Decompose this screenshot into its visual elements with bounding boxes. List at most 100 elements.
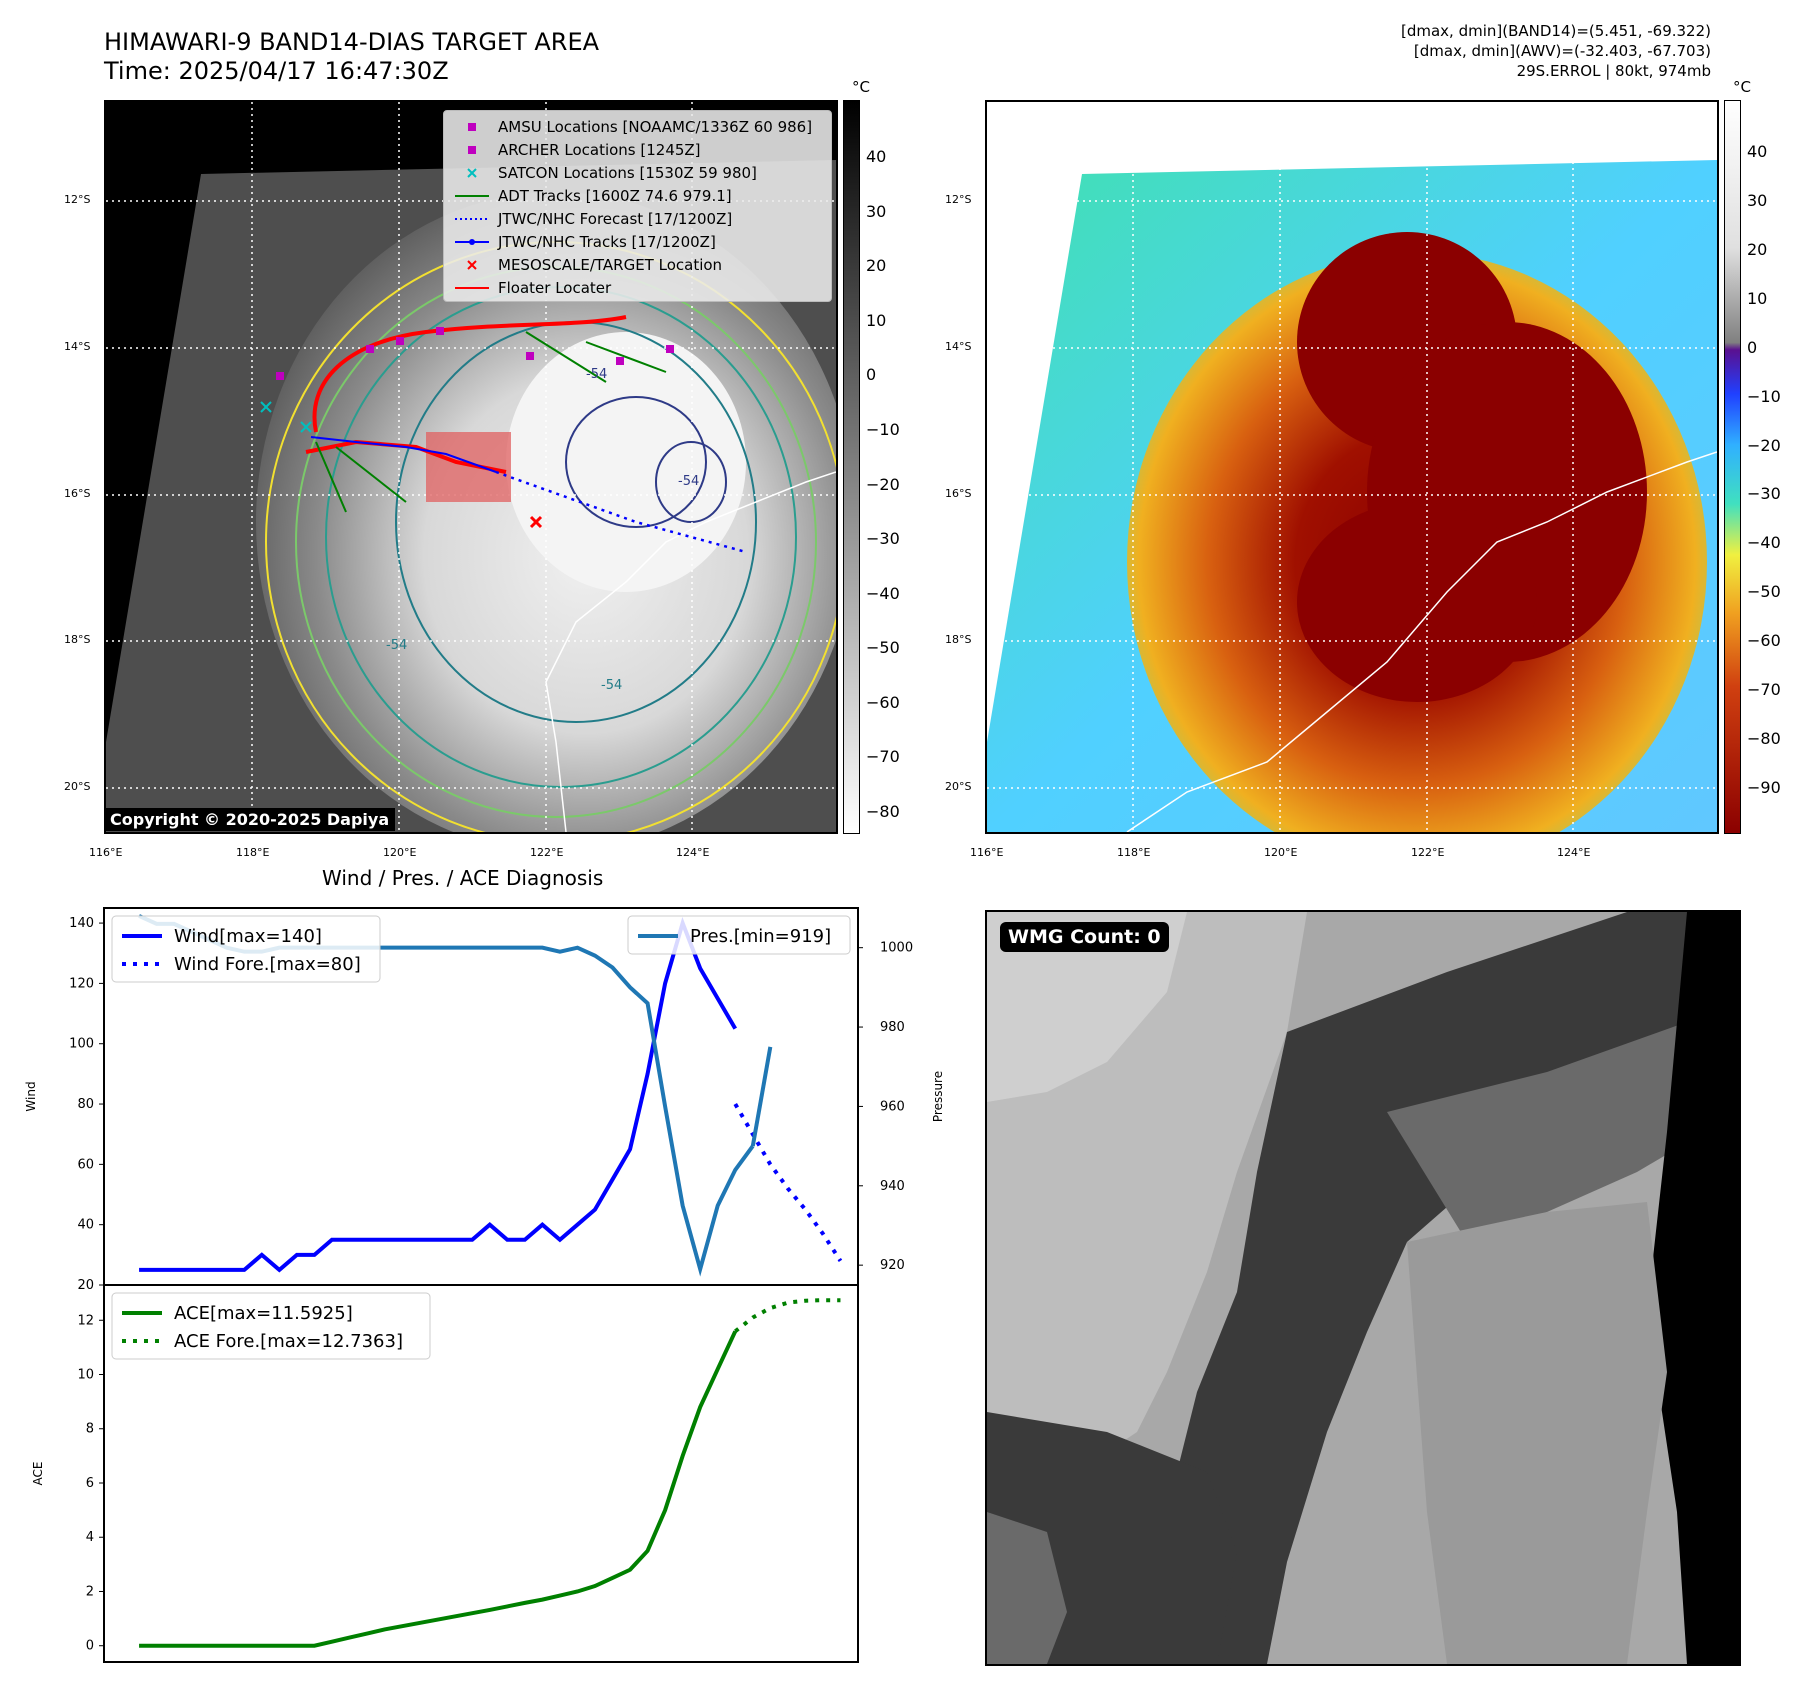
colorbar-tick: 10 [1747,288,1768,308]
legend-entry: JTWC/NHC Tracks [17/1200Z] [452,230,823,253]
colorbar-tick: 30 [866,201,887,221]
ir-color-map [985,100,1719,834]
colorbar-tick: −40 [866,583,900,603]
chart-legend-label: Wind[max=140] [174,926,322,947]
colorbar-tick: −50 [866,638,900,658]
colorbar-tick: −10 [1747,386,1781,406]
colorbar-tick: −90 [1747,778,1781,797]
diagnosis-chart: 20 40 60 80 100 120 140 920 940 960 980 1000 0 2 4 6 8 10… [24,907,945,1663]
legend-label: ADT Tracks [1600Z 74.6 979.1] [498,186,732,205]
lat-label: 20°S [945,780,972,793]
y2-tick-label: 1000 [880,941,913,956]
ace-tick-label: 4 [86,1530,94,1545]
legend-entry: AMSU Locations [NOAAMC/1336Z 60 986] [452,115,823,138]
chart-legend-box [111,1292,431,1360]
y2-tick-label: 920 [880,1258,905,1273]
lon-label: 118°E [236,846,270,859]
lon-label: 120°E [383,846,417,859]
ir-grayscale-map: -54 -54 -54 -54 AMSU Locations [NOAAMC/1… [104,100,838,834]
figure-time: Time: 2025/04/17 16:47:30Z [104,57,449,85]
y-tick-label: 20 [77,1278,94,1293]
diagnosis-title: Wind / Pres. / ACE Diagnosis [322,866,604,890]
lat-label: 18°S [64,633,91,646]
legend-entry: JTWC/NHC Forecast [17/1200Z] [452,207,823,230]
colorbar-tick: −70 [866,747,900,767]
colorbar-tick: −30 [866,529,900,549]
legend-label: AMSU Locations [NOAAMC/1336Z 60 986] [498,117,813,136]
color-enhanced-colorbar [1724,100,1741,834]
lat-label: 18°S [945,633,972,646]
contour-label: -54 [678,474,700,489]
info-storm-summary: 29S.ERROL | 80kt, 974mb [1516,62,1711,80]
colorbar-tick: −80 [1747,729,1781,749]
y2-tick-label: 960 [880,1099,905,1114]
legend-symbol-icon [452,193,492,199]
y-tick-label: 60 [77,1157,94,1172]
y2-tick-label: 980 [880,1020,905,1035]
lat-label: 12°S [64,193,91,206]
y-tick-label: 140 [69,916,94,931]
lat-label: 14°S [945,340,972,353]
lat-label: 16°S [64,487,91,500]
colorbar-tick: 20 [866,256,887,276]
wind-series-line [733,1103,843,1262]
ace-tick-label: 12 [77,1313,94,1328]
chart-legend-label: Wind Fore.[max=80] [174,954,361,975]
ace-tick-label: 0 [86,1639,94,1654]
legend-label: Floater Locater [498,278,612,297]
legend-label: JTWC/NHC Forecast [17/1200Z] [498,209,733,228]
lat-label: 16°S [945,487,972,500]
legend-entry: ARCHER Locations [1245Z] [452,138,823,161]
info-awv-range: [dmax, dmin](AWV)=(-32.403, -67.703) [1413,42,1711,60]
lon-label: 122°E [530,846,564,859]
chart-legend-box [627,915,851,955]
lon-label: 120°E [1264,846,1298,859]
y2-tick-label: 940 [880,1179,905,1194]
colorbar-tick: −70 [1747,680,1781,700]
colorbar-tick: −40 [1747,533,1781,553]
y-tick-label: 40 [77,1218,94,1233]
colorbar-tick: −20 [866,474,900,494]
legend-symbol-icon [452,121,492,133]
y-axis-label: Wind [24,1081,38,1111]
lon-label: 116°E [970,846,1004,859]
legend-label: SATCON Locations [1530Z 59 980] [498,163,757,182]
y2-axis-label: Pressure [931,1071,945,1122]
chart-legend-label: ACE[max=11.5925] [174,1303,353,1324]
colorbar-tick: −10 [866,419,900,439]
legend-label: MESOSCALE/TARGET Location [498,255,723,274]
ace-tick-label: 6 [86,1476,94,1491]
ace-tick-label: 10 [77,1368,94,1383]
colorbar-tick: −80 [866,802,900,821]
chart-legend-label: ACE Fore.[max=12.7363] [174,1331,403,1352]
legend-entry: MESOSCALE/TARGET Location [452,253,823,276]
legend-symbol-icon [452,259,492,271]
y-tick-label: 120 [69,976,94,991]
lon-label: 122°E [1411,846,1445,859]
colorbar-tick: −60 [1747,631,1781,651]
lon-label: 124°E [676,846,710,859]
legend-symbol-icon [452,144,492,156]
ace-tick-label: 8 [86,1422,94,1437]
colorbar-tick: 10 [866,310,887,330]
lat-label: 14°S [64,340,91,353]
legend-symbol-icon [452,167,492,179]
legend-entry: SATCON Locations [1530Z 59 980] [452,161,823,184]
ace-axis-label: ACE [31,1462,45,1486]
chart-legend-box [111,915,381,983]
wmg-panel [985,910,1741,1666]
lon-label: 118°E [1117,846,1151,859]
contour-label: -54 [586,367,608,382]
legend-entry: Floater Locater [452,276,823,299]
contour-label: -54 [601,678,623,693]
legend-symbol-icon [452,216,492,222]
y-tick-label: 100 [69,1037,94,1052]
map-legend: AMSU Locations [NOAAMC/1336Z 60 986] ARCH… [443,110,832,302]
colorbar-tick: −30 [1747,484,1781,504]
colorbar-tick: 0 [866,365,877,385]
lon-label: 124°E [1557,846,1591,859]
legend-entry: ADT Tracks [1600Z 74.6 979.1] [452,184,823,207]
legend-symbol-icon [452,238,492,246]
ace-tick-label: 2 [86,1584,94,1599]
figure-title: HIMAWARI-9 BAND14-DIAS TARGET AREA [104,28,600,56]
